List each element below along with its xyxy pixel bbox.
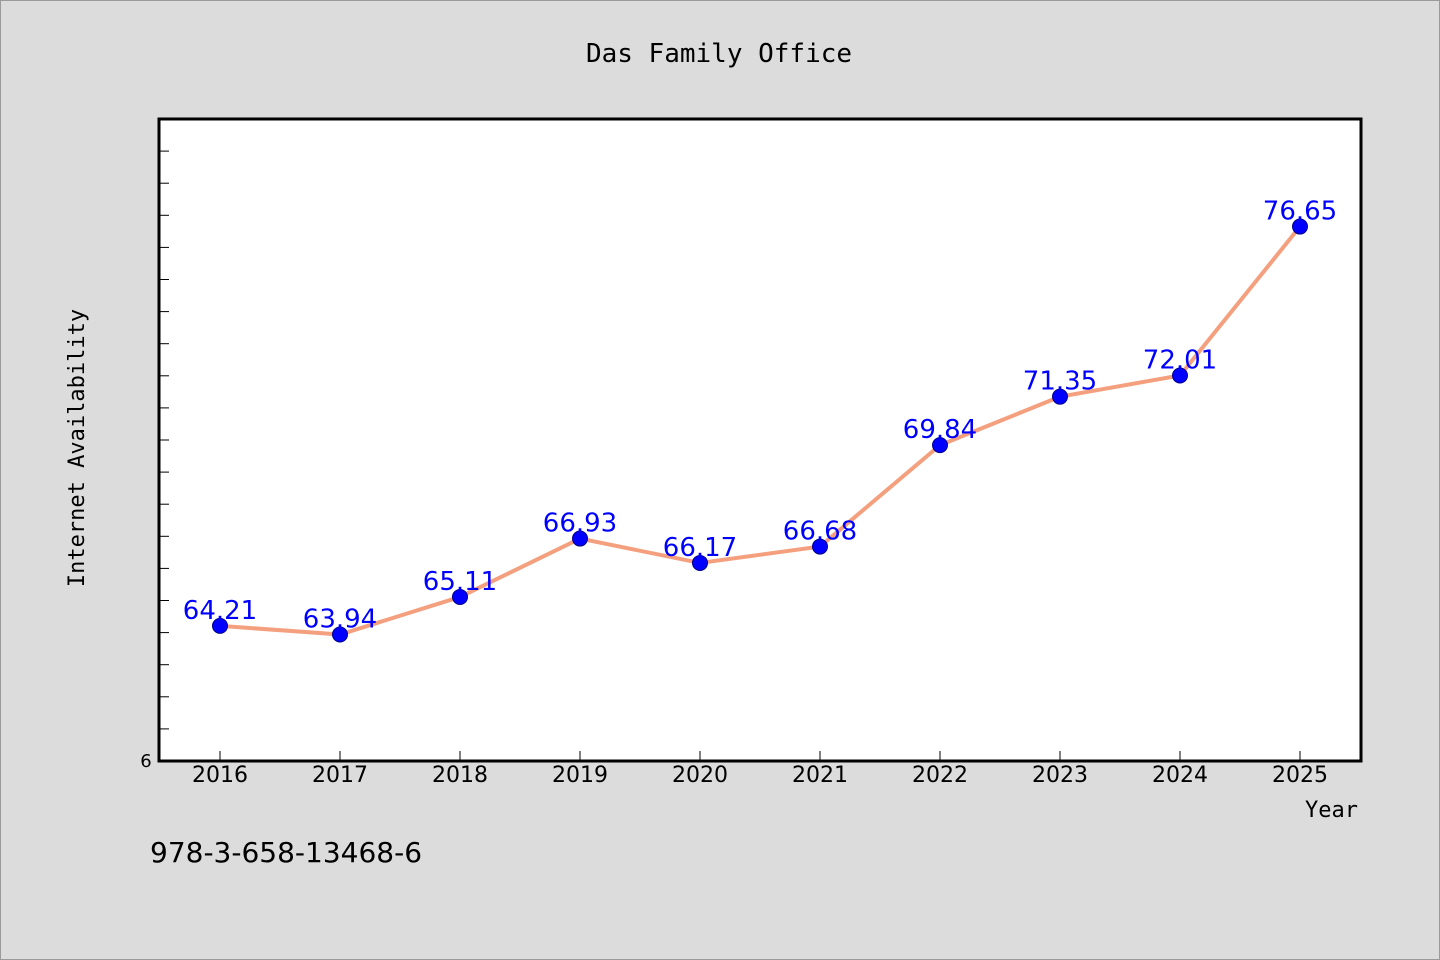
y-axis-ticks (159, 150, 169, 762)
plot-area (157, 117, 1363, 763)
data-point (1052, 388, 1068, 405)
series-markers (212, 218, 1308, 643)
y-tick-label: 6 (140, 751, 151, 772)
data-point (1292, 218, 1308, 235)
series-line (219, 225, 1302, 637)
y-axis-label: Internet Availability (65, 309, 90, 587)
data-labels: 64.21 63.94 65.11 66.93 66.17 66.68 69.8… (183, 197, 1337, 635)
x-tick-label: 2018 (432, 763, 488, 788)
data-point (212, 617, 228, 634)
footer-isbn: 978-3-658-13468-6 (150, 836, 422, 869)
data-point (692, 554, 708, 571)
data-label: 71.35 (1023, 367, 1097, 397)
x-tick-label: 2020 (672, 763, 728, 788)
x-tick-label: 2021 (792, 763, 848, 788)
x-tick-label: 2025 (1272, 763, 1328, 788)
data-label: 65.11 (423, 567, 497, 597)
x-tick-label: 2017 (312, 763, 368, 788)
data-label: 63.94 (303, 605, 377, 635)
data-point (332, 626, 348, 643)
data-point (452, 588, 468, 605)
chart-title: Das Family Office (586, 39, 852, 69)
x-axis-ticks (219, 751, 1301, 761)
data-label: 69.84 (903, 415, 977, 445)
data-label: 72.01 (1143, 345, 1217, 375)
data-point (932, 437, 948, 454)
x-tick-label: 2019 (552, 763, 608, 788)
x-axis-label: Year (1305, 798, 1358, 823)
data-label: 66.17 (663, 533, 737, 563)
x-tick-labels: 2016 2017 2018 2019 2020 2021 2022 2023 … (192, 763, 1328, 788)
x-tick-label: 2022 (912, 763, 968, 788)
data-label: 66.68 (783, 517, 857, 547)
data-point (1172, 367, 1188, 384)
data-point (812, 538, 828, 555)
x-tick-label: 2024 (1152, 763, 1208, 788)
x-tick-label: 2016 (192, 763, 248, 788)
x-tick-label: 2023 (1032, 763, 1088, 788)
data-label: 66.93 (543, 509, 617, 539)
data-label: 64.21 (183, 596, 257, 626)
data-label: 76.65 (1263, 197, 1337, 227)
data-point (572, 530, 588, 547)
